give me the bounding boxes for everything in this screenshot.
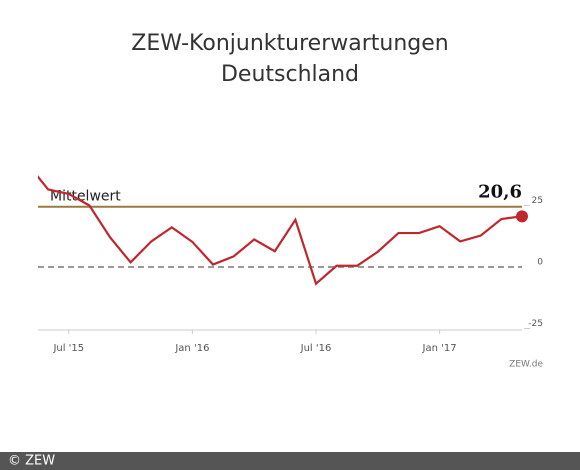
- y-tick-label: -25: [528, 319, 543, 329]
- y-tick-label: 25: [532, 196, 543, 206]
- x-tick-label: Jan '17: [422, 343, 457, 354]
- source: ZEW.de: [509, 360, 543, 370]
- y-tick-label: 0: [537, 258, 543, 268]
- x-tick-label: Jan '16: [174, 343, 209, 354]
- x-tick-label: Jul '16: [300, 343, 332, 354]
- chart-subtitle: Deutschland: [221, 62, 359, 87]
- value-label: 20,6: [478, 181, 522, 202]
- copyright: © ZEW: [8, 454, 55, 469]
- chart-title: ZEW-Konjunkturerwartungen: [131, 31, 448, 56]
- end-point: [516, 210, 528, 223]
- plot-area: [38, 175, 523, 286]
- x-tick-label: Jul '15: [52, 343, 84, 354]
- data-line: [38, 175, 523, 286]
- footer-bar: [0, 452, 580, 470]
